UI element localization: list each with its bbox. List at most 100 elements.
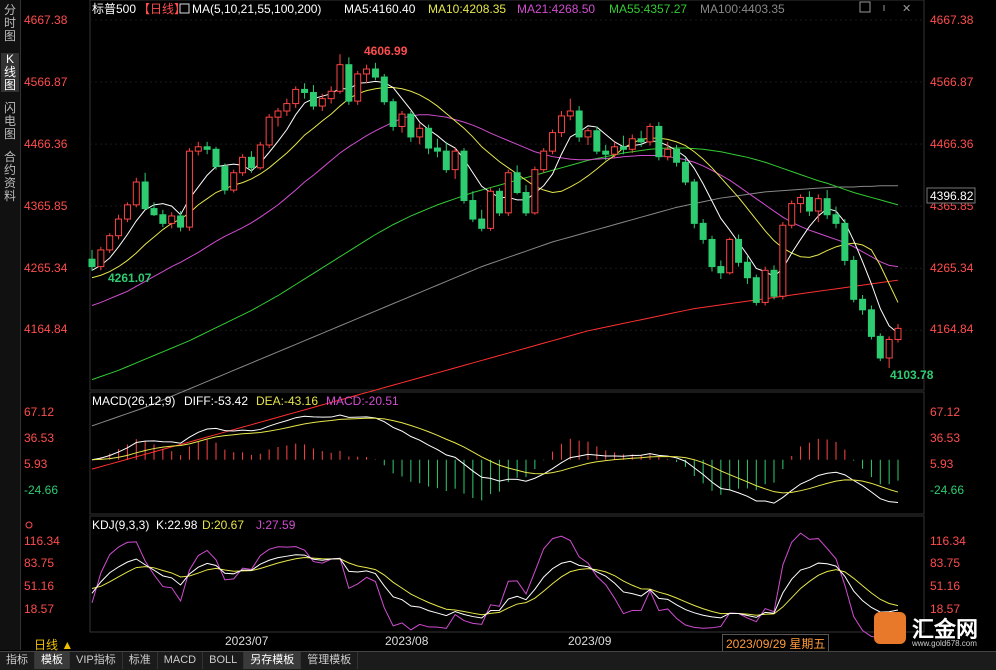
candle-body	[389, 101, 397, 127]
period-selector[interactable]: 日线 ▲	[34, 638, 74, 652]
candle-body	[805, 196, 813, 212]
macd-panel-border	[89, 391, 925, 515]
price-axis-label-left: 4566.87	[24, 75, 68, 89]
price-axis-label-left: 4466.36	[24, 137, 68, 151]
candle-body	[478, 218, 486, 229]
current-price-box	[926, 187, 976, 204]
candle-body	[859, 298, 867, 311]
candle-body	[371, 68, 379, 78]
price-axis-label-left: 4265.34	[24, 261, 68, 275]
close-icon[interactable]: ✕	[902, 3, 911, 15]
candle-body	[743, 261, 751, 279]
high-annotation: 4606.99	[364, 44, 408, 58]
candle-body	[726, 238, 734, 274]
left-tab-bar: 分时图 K线图 闪电图 合约资料	[0, 0, 21, 650]
tab-kline[interactable]: K线图	[1, 53, 19, 92]
ma55-value: MA55:4357.27	[609, 2, 687, 16]
candle-body	[425, 127, 433, 149]
price-axis-label-right: 4265.34	[930, 261, 974, 275]
tab-standard[interactable]: 标准	[123, 652, 158, 669]
price-axis-label-right: 4566.87	[930, 75, 974, 89]
macd-axis-label-left: 67.12	[24, 405, 54, 419]
price-axis-label-left: 4164.84	[24, 322, 68, 336]
candle-body	[584, 130, 592, 138]
candle-body	[247, 156, 255, 169]
macd-axis-label-right: 5.93	[930, 457, 954, 471]
candle-body	[451, 150, 459, 171]
macd-axis-label-left: 5.93	[24, 457, 48, 471]
candle-body	[185, 150, 193, 228]
ma100-line	[91, 185, 898, 427]
candle-body	[469, 200, 477, 220]
candle-body	[540, 150, 548, 171]
candle-body	[646, 125, 654, 143]
candle-body	[611, 146, 619, 155]
tab-flash[interactable]: 闪电图	[3, 101, 16, 141]
macd-axis-label-right: 67.12	[930, 405, 960, 419]
candle-body	[681, 161, 689, 183]
tab-vip-indicators[interactable]: VIP指标	[70, 652, 123, 669]
kdj-k-line	[91, 554, 899, 619]
price-axis-label-right: 4667.38	[930, 13, 974, 27]
tab-macd[interactable]: MACD	[158, 652, 204, 669]
candle-body	[433, 147, 441, 152]
candle-body	[407, 113, 415, 138]
candle-body	[265, 116, 273, 146]
tab-manage-templates[interactable]: 管理模板	[301, 652, 359, 669]
low-annotation: 4103.78	[890, 368, 934, 382]
tab-template[interactable]: 模板	[35, 652, 70, 669]
candle-body	[602, 150, 610, 155]
candle-body	[788, 203, 796, 226]
kdj-axis-label-left: 51.16	[24, 579, 54, 593]
brand-url: www.gold678.com	[912, 639, 977, 648]
candle-body	[735, 238, 743, 263]
candle-body	[336, 64, 344, 92]
ma5-value: MA5:4160.40	[344, 2, 416, 16]
macd-diff-line	[91, 414, 899, 504]
candle-body	[575, 110, 583, 138]
price-axis-label-right: 4164.84	[930, 322, 974, 336]
candle-body	[593, 130, 601, 152]
candle-body	[194, 146, 202, 152]
x-axis-label: 2023/07	[225, 634, 269, 648]
kdj-k: K:22.98	[156, 518, 198, 532]
candle-body	[168, 215, 176, 224]
brand-name: 汇金网	[912, 617, 979, 642]
candle-body	[867, 309, 875, 337]
kdj-axis-label-right: 51.16	[930, 579, 960, 593]
candle-body	[88, 258, 96, 268]
x-axis-label: 2023/09	[568, 634, 612, 648]
tab-boll[interactable]: BOLL	[203, 652, 245, 669]
candle-body	[717, 266, 725, 274]
ma-params: MA(5,10,21,55,100,200)	[192, 2, 321, 16]
kdj-panel-border	[89, 515, 925, 633]
price-panel-border	[89, 0, 925, 391]
kdj-axis-label-right: 116.34	[930, 534, 966, 548]
candle-body	[283, 103, 291, 112]
kline-chart[interactable]: 标普500 【日线】 MA(5,10,21,55,100,200) MA5:41…	[20, 0, 996, 650]
period-tag: 【日线】	[138, 2, 186, 16]
tab-indicators[interactable]: 指标	[0, 652, 35, 669]
ma55-line	[91, 147, 899, 381]
candle-body	[97, 249, 105, 268]
candle-body	[398, 113, 406, 127]
candle-body	[557, 115, 565, 134]
tab-contract-info[interactable]: 合约资料	[3, 150, 16, 203]
candle-body	[752, 277, 760, 303]
candle-body	[221, 166, 229, 191]
candle-body	[841, 222, 849, 261]
tab-save-template[interactable]: 另存模板	[244, 652, 302, 669]
ma-toggle-icon[interactable]	[179, 3, 190, 14]
settings-icon[interactable]	[859, 1, 871, 13]
tab-timeshare[interactable]: 分时图	[3, 3, 16, 43]
candle-body	[708, 238, 716, 268]
macd-dea: DEA:-43.16	[256, 394, 318, 408]
ma21-line	[91, 114, 899, 306]
candle-body	[850, 259, 858, 300]
candle-body	[239, 156, 247, 174]
bottom-toolbar: 指标 模板 VIP指标 标准 MACD BOLL 另存模板 管理模板	[0, 651, 996, 670]
price-axis-label-left: 4667.38	[24, 13, 68, 27]
kdj-settings-icon[interactable]	[25, 521, 33, 529]
candle-body	[177, 215, 185, 228]
ma21-value: MA21:4268.50	[517, 2, 595, 16]
